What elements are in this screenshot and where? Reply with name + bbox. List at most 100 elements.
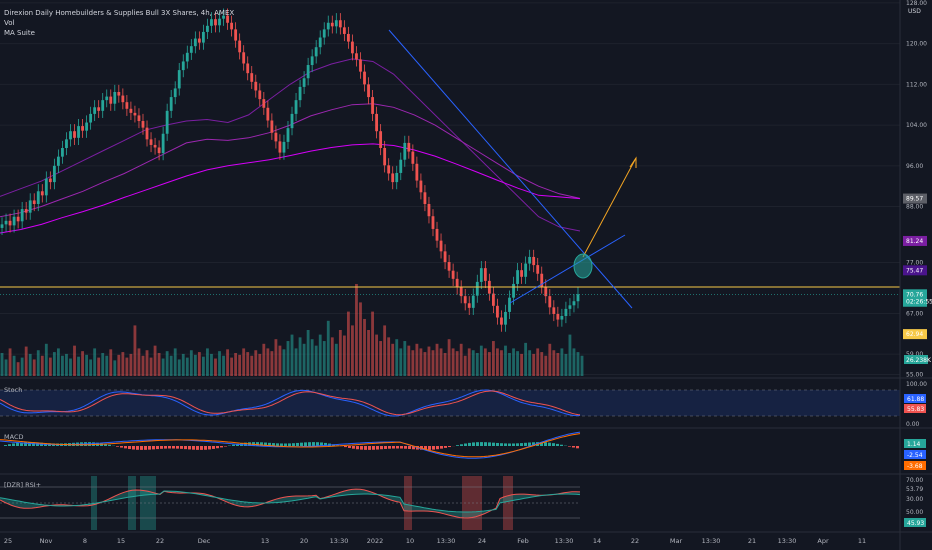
- macd-hist-bar: [276, 443, 279, 446]
- arrow-head-icon: [629, 156, 637, 168]
- volume-bar: [383, 325, 387, 376]
- price-badge-label: 75.47: [906, 267, 923, 274]
- volume-bar: [572, 348, 576, 376]
- time-axis[interactable]: 25 Nov 8 15 22 Dec 13 20 13:30 2022 10 13:30 24 Feb 13…: [4, 537, 866, 545]
- volume-bar: [230, 357, 234, 376]
- candle-body: [407, 142, 411, 152]
- candle-body: [512, 283, 515, 298]
- volume-bar: [544, 355, 548, 376]
- candle-body: [24, 209, 28, 213]
- macd-hist-bar: [272, 443, 275, 446]
- candle-body: [189, 46, 193, 53]
- volume-bar: [197, 352, 201, 376]
- macd-hist-bar: [424, 446, 427, 450]
- candle-body: [157, 147, 161, 154]
- candle-body: [81, 126, 84, 131]
- macd-hist-bar: [184, 446, 187, 450]
- volume-bar: [500, 350, 503, 376]
- macd-hist-bar: [560, 444, 563, 446]
- volume-bar: [73, 345, 76, 376]
- macd-hist-bar: [384, 446, 387, 449]
- volume-bar: [52, 352, 56, 376]
- candle-body: [399, 159, 403, 173]
- volume-bar: [48, 357, 52, 376]
- price-axis[interactable]: 128.00 120.00 112.00 104.00 96.00 88.00 77.00 6…: [906, 0, 927, 379]
- macd-hist-bar: [132, 446, 135, 450]
- macd-hist-bar: [356, 446, 359, 450]
- candle-body: [375, 113, 379, 132]
- volume-bar: [391, 343, 395, 376]
- volume-bar: [302, 343, 306, 376]
- macd-hist-bar: [532, 442, 535, 446]
- volume-bar: [36, 350, 40, 376]
- volume-bar: [117, 354, 121, 376]
- candle-body: [423, 192, 427, 204]
- candle-body: [44, 178, 48, 196]
- volume-bar: [214, 358, 217, 376]
- stoch-k-line: [0, 389, 581, 417]
- stoch-band: [0, 390, 900, 416]
- candle-body: [165, 110, 169, 134]
- volume-bar: [516, 351, 519, 376]
- macd-hist-bar: [412, 446, 415, 450]
- lower-pane-axis: 100.00 0.00 61.88 55.83 1.14 -2.54 -3.68…: [904, 355, 932, 527]
- macd-hist-bar: [12, 443, 15, 446]
- volume-bar: [431, 350, 435, 376]
- volume-bar: [266, 348, 270, 376]
- candle-body: [101, 100, 105, 111]
- volume-bar: [177, 359, 181, 376]
- macd-hist-bar: [192, 446, 195, 450]
- volume-bar: [419, 348, 423, 376]
- candle-body: [20, 209, 24, 222]
- signal-badge: -3.68: [907, 463, 923, 470]
- candle-body: [89, 113, 93, 123]
- macd-hist-bar: [160, 446, 163, 449]
- volume-bar: [351, 325, 354, 376]
- candle-body: [193, 38, 197, 47]
- breakout-ellipse[interactable]: [573, 253, 593, 279]
- macd-hist-bar: [196, 446, 199, 450]
- volume-bar: [89, 359, 93, 376]
- volume-bar: [137, 348, 141, 376]
- candle-body: [210, 19, 213, 26]
- projection-arrow[interactable]: [582, 157, 637, 258]
- candle-body: [383, 148, 387, 166]
- volume-bar: [226, 349, 229, 376]
- volume-bar: [580, 355, 584, 376]
- volume-bar: [258, 353, 262, 376]
- svg-text:100.00: 100.00: [906, 381, 927, 388]
- price-badge-label: 02:26:55: [906, 299, 932, 306]
- time-tick: 21: [748, 537, 756, 545]
- macd-hist-bar: [400, 446, 403, 449]
- volume-bar: [77, 356, 80, 376]
- ma-line: [0, 143, 581, 234]
- macd-hist-bar: [348, 446, 351, 448]
- candle-body: [282, 141, 286, 153]
- volume-bar: [141, 355, 145, 376]
- macd-hist-bar: [16, 442, 19, 446]
- candle-body: [121, 95, 125, 103]
- macd-hist-bar: [428, 446, 431, 450]
- macd-hist-bar: [188, 446, 191, 450]
- volume-bar: [270, 351, 274, 376]
- time-tick: 24: [478, 537, 486, 545]
- candle-body: [379, 131, 383, 148]
- macd-hist-bar: [568, 446, 571, 447]
- support-trend-line[interactable]: [509, 234, 626, 304]
- volume-bar: [338, 330, 342, 376]
- volume-bar: [467, 348, 471, 376]
- candles: [0, 8, 580, 332]
- volume-bar: [487, 352, 491, 376]
- volume-bars: [0, 284, 584, 376]
- time-tick: 8: [83, 537, 87, 545]
- volume-bar: [85, 354, 89, 376]
- volume-bar: [16, 362, 20, 376]
- candle-body: [129, 108, 133, 113]
- volume-bar: [40, 355, 44, 376]
- macd-hist-bar: [476, 442, 479, 446]
- candle-body: [532, 256, 536, 266]
- macd-hist-bar: [472, 442, 475, 446]
- volume-bar: [161, 358, 165, 376]
- time-tick: Apr: [817, 537, 829, 545]
